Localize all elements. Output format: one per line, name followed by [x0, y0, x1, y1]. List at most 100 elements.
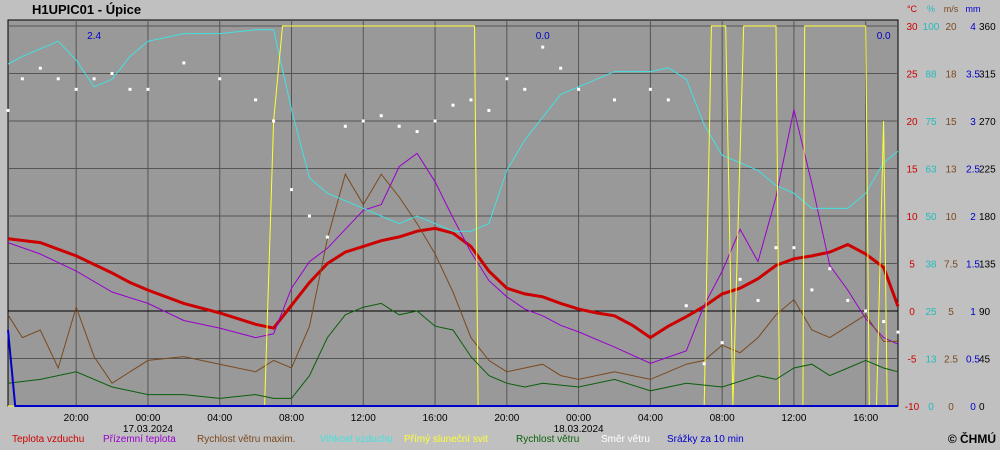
y-tick-label: 100	[923, 22, 940, 33]
y-tick-label: 0	[979, 402, 985, 413]
y-tick-labels: °C302520151050-5-10%100887563503825130m/…	[905, 4, 996, 413]
series-srazky-za-10-min	[7, 329, 898, 407]
y-tick-label: 0	[928, 402, 934, 413]
wind-direction-point	[110, 72, 114, 75]
wind-direction-point	[218, 77, 222, 81]
y-tick-label: 15	[906, 165, 918, 176]
wind-direction-point	[6, 108, 10, 112]
y-tick-label: 7.5	[944, 260, 958, 271]
wind-direction-point	[684, 304, 688, 308]
y-tick-label: 0	[970, 402, 976, 413]
wind-direction-point	[325, 235, 329, 239]
x-tick-label: 08:00	[710, 413, 735, 424]
wind-direction-point	[92, 77, 96, 81]
precip-total-label: 2.4	[87, 31, 101, 42]
y-tick-label: 13	[945, 165, 957, 176]
wind-direction-point	[272, 119, 276, 123]
copyright: © ČHMÚ	[947, 432, 996, 446]
wind-direction-point	[415, 130, 419, 134]
wind-direction-point	[792, 246, 796, 250]
y-tick-label: -5	[908, 355, 917, 366]
y-tick-label: 38	[925, 260, 937, 271]
wind-direction-point	[864, 309, 868, 313]
series-rychlost-vetru-maxim	[7, 172, 898, 384]
wind-direction-point	[882, 320, 886, 324]
y-tick-label: 270	[979, 117, 996, 128]
wind-direction-point	[720, 341, 724, 345]
x-tick-labels: 20:00 00:00 04:00 08:00 12:00 16:00 20:00 00:00…	[64, 413, 879, 432]
wind-direction-point	[523, 87, 527, 91]
y-tick-label: 0	[948, 402, 954, 413]
wind-direction-point	[397, 124, 401, 128]
y-tick-label: 30	[906, 22, 918, 33]
wind-direction-point	[182, 61, 186, 65]
wind-direction-point	[487, 108, 491, 112]
y-tick-label: 1.5	[966, 260, 980, 271]
legend-entry: Teplota vzduchu	[12, 434, 85, 445]
axis-unit: mm	[966, 4, 981, 14]
date-label: 18.03.2024	[554, 424, 604, 432]
legend: Teplota vzduchu Přízemní teplota Rychlost …	[0, 432, 1000, 450]
y-tick-label: 25	[906, 70, 918, 81]
y-tick-label: 4	[970, 22, 976, 33]
y-tick-label: 10	[906, 212, 918, 223]
series-group	[6, 25, 900, 407]
y-tick-label: 2.5	[966, 165, 980, 176]
y-tick-label: 10	[945, 212, 957, 223]
wind-direction-point	[738, 277, 742, 281]
wind-direction-point	[505, 77, 509, 81]
x-tick-label: 12:00	[351, 413, 376, 424]
meteo-chart: 20:00 00:00 04:00 08:00 12:00 16:00 20:00 00:00…	[6, 4, 996, 432]
x-tick-label: 04:00	[638, 413, 663, 424]
y-tick-label: 2	[970, 212, 976, 223]
x-tick-label: 16:00	[423, 413, 448, 424]
y-tick-label: 25	[925, 307, 937, 318]
wind-direction-point	[756, 298, 760, 302]
wind-direction-point	[774, 246, 778, 250]
y-tick-label: 0.5	[966, 355, 980, 366]
wind-direction-point	[20, 77, 24, 81]
chart-title: H1UPIC01 - Úpice	[32, 2, 142, 17]
wind-direction-point	[290, 188, 294, 192]
wind-direction-point	[648, 87, 652, 91]
date-label: 17.03.2024	[123, 424, 173, 432]
y-tick-label: 360	[979, 22, 996, 33]
legend-entry: Srážky za 10 min	[667, 434, 744, 445]
y-tick-label: 180	[979, 212, 996, 223]
y-tick-label: 1	[970, 307, 976, 318]
legend-entry: Rychlost větru maxim.	[197, 434, 296, 445]
y-tick-label: 5	[909, 260, 915, 271]
axis-unit: %	[927, 4, 935, 14]
wind-direction-point	[666, 98, 670, 102]
precip-total-label: 0.0	[536, 31, 550, 42]
series-teplota-vzduchu	[7, 226, 900, 340]
y-tick-label: 20	[945, 22, 957, 33]
wind-direction-point	[38, 66, 42, 70]
precip-total-label: 0.0	[877, 31, 891, 42]
y-tick-label: 45	[979, 355, 991, 366]
precip-totals: 2.4 0.0 0.0	[87, 31, 891, 42]
y-tick-label: 50	[925, 212, 937, 223]
x-tick-label: 08:00	[279, 413, 304, 424]
wind-direction-point	[828, 267, 832, 271]
x-tick-label: 12:00	[781, 413, 806, 424]
series-prizemni-teplota	[7, 109, 899, 364]
y-tick-label: 13	[925, 355, 937, 366]
y-tick-label: 5	[948, 307, 954, 318]
x-tick-label: 00:00	[135, 413, 160, 424]
wind-direction-point	[128, 87, 132, 91]
y-tick-label: 3	[970, 117, 976, 128]
y-tick-label: 88	[925, 70, 937, 81]
wind-direction-point	[541, 45, 545, 49]
y-tick-label: 15	[945, 117, 957, 128]
wind-direction-point	[810, 288, 814, 292]
wind-direction-point	[559, 66, 563, 70]
y-tick-label: 0	[909, 307, 915, 318]
y-tick-label: 135	[979, 260, 996, 271]
legend-entry: Vlhkost vzduchu	[320, 434, 393, 445]
x-tick-label: 16:00	[853, 413, 878, 424]
wind-direction-point	[307, 214, 311, 218]
wind-direction-point	[343, 124, 347, 128]
wind-direction-point	[612, 98, 616, 102]
wind-direction-point	[451, 103, 455, 107]
